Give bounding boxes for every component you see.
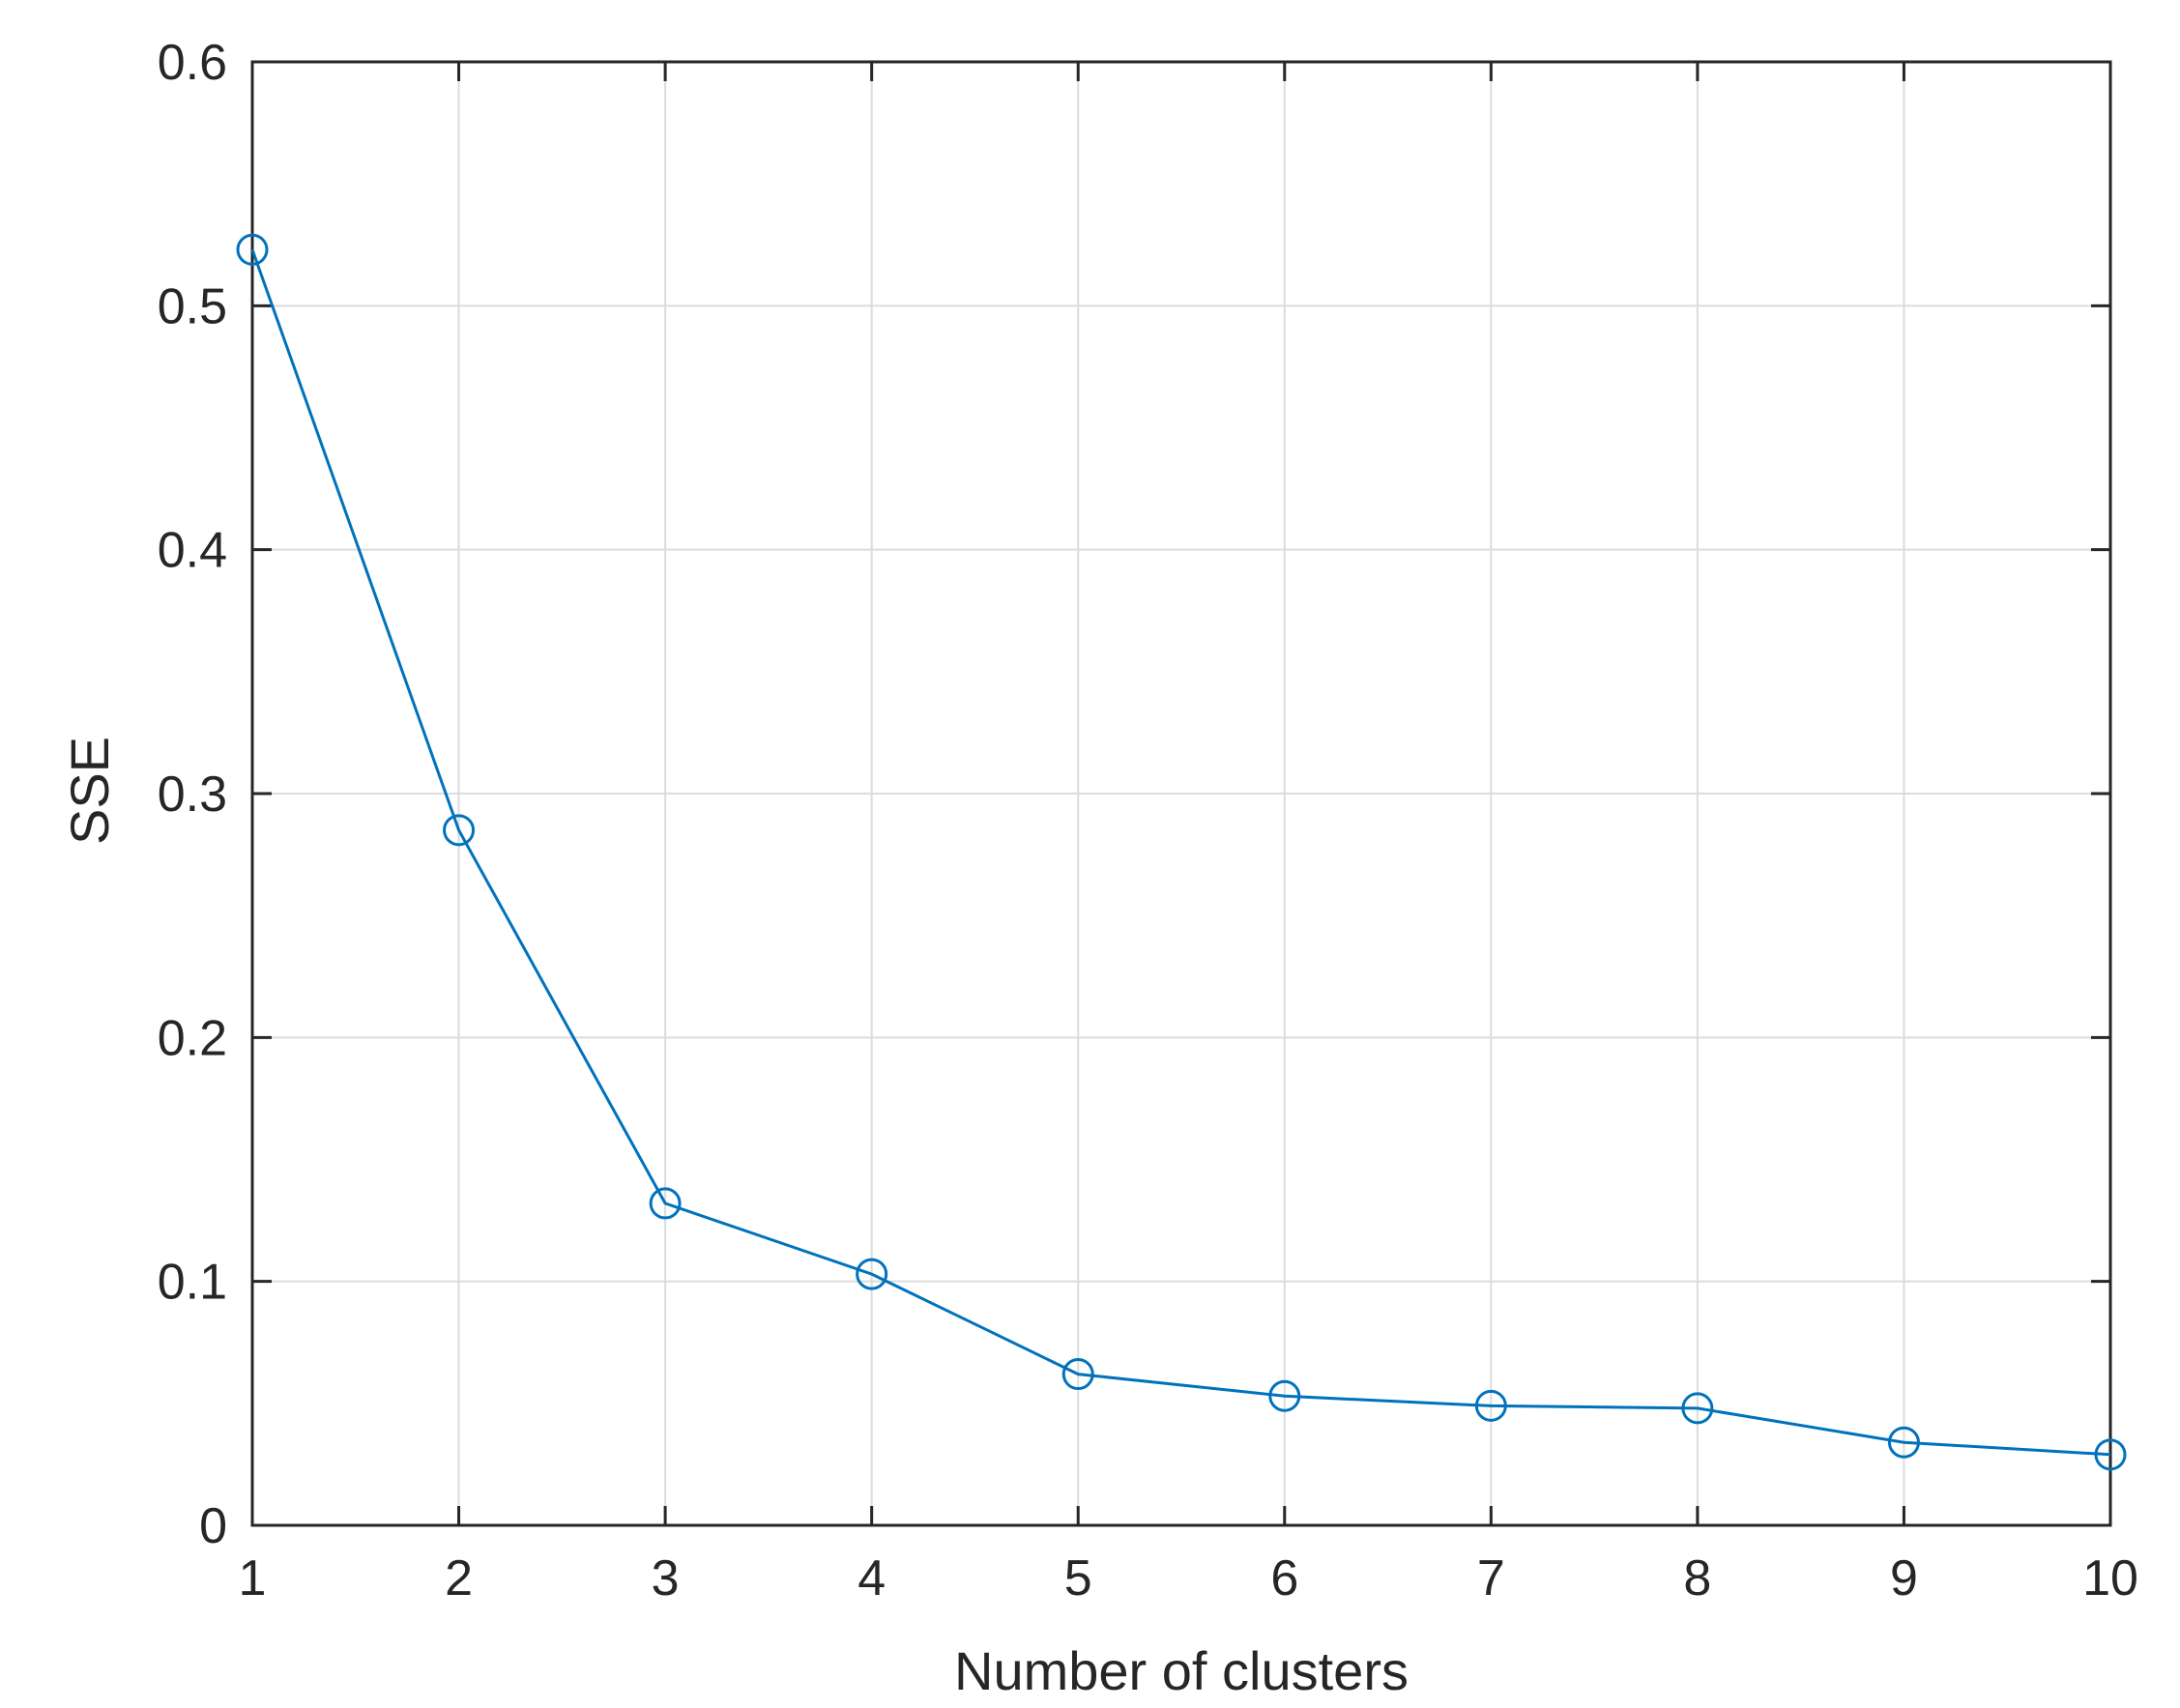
x-tick-label: 9 xyxy=(1890,1550,1918,1607)
data-point xyxy=(649,1187,682,1220)
x-tick-label: 5 xyxy=(1064,1550,1092,1607)
y-tick-labels: 0 0.1 0.2 0.3 0.4 0.5 0.6 xyxy=(158,35,227,1554)
y-tick-label: 0.2 xyxy=(158,1010,227,1066)
data-point xyxy=(1887,1426,1920,1459)
data-point xyxy=(443,814,476,847)
x-tick-label: 3 xyxy=(652,1550,680,1607)
x-tick-label: 4 xyxy=(857,1550,886,1607)
x-tick-labels: 1 2 3 4 5 6 7 8 9 10 xyxy=(239,1550,2138,1607)
data-point xyxy=(2094,1438,2127,1471)
axis-ticks xyxy=(250,60,2112,1527)
data-point xyxy=(1681,1392,1714,1425)
series-layer xyxy=(236,233,2127,1471)
data-point xyxy=(1268,1379,1301,1412)
x-tick-label: 2 xyxy=(445,1550,473,1607)
data-point xyxy=(1474,1389,1507,1422)
series-line xyxy=(250,248,2111,1457)
y-tick-label: 0.1 xyxy=(158,1255,227,1311)
y-axis-title: SSE xyxy=(59,737,120,845)
y-tick-label: 0.3 xyxy=(158,767,227,823)
y-tick-label: 0.6 xyxy=(158,35,227,91)
data-point xyxy=(856,1258,888,1290)
y-tick-label: 0.5 xyxy=(158,278,227,334)
x-tick-label: 8 xyxy=(1683,1550,1711,1607)
x-tick-label: 6 xyxy=(1270,1550,1298,1607)
x-tick-label: 10 xyxy=(2082,1550,2138,1607)
x-tick-label: 1 xyxy=(239,1550,267,1607)
data-point xyxy=(1061,1358,1094,1391)
x-axis-title: Number of clusters xyxy=(954,1640,1409,1701)
y-tick-label: 0 xyxy=(199,1498,227,1554)
x-tick-label: 7 xyxy=(1477,1550,1505,1607)
data-point xyxy=(236,233,269,266)
y-tick-label: 0.4 xyxy=(158,523,227,579)
